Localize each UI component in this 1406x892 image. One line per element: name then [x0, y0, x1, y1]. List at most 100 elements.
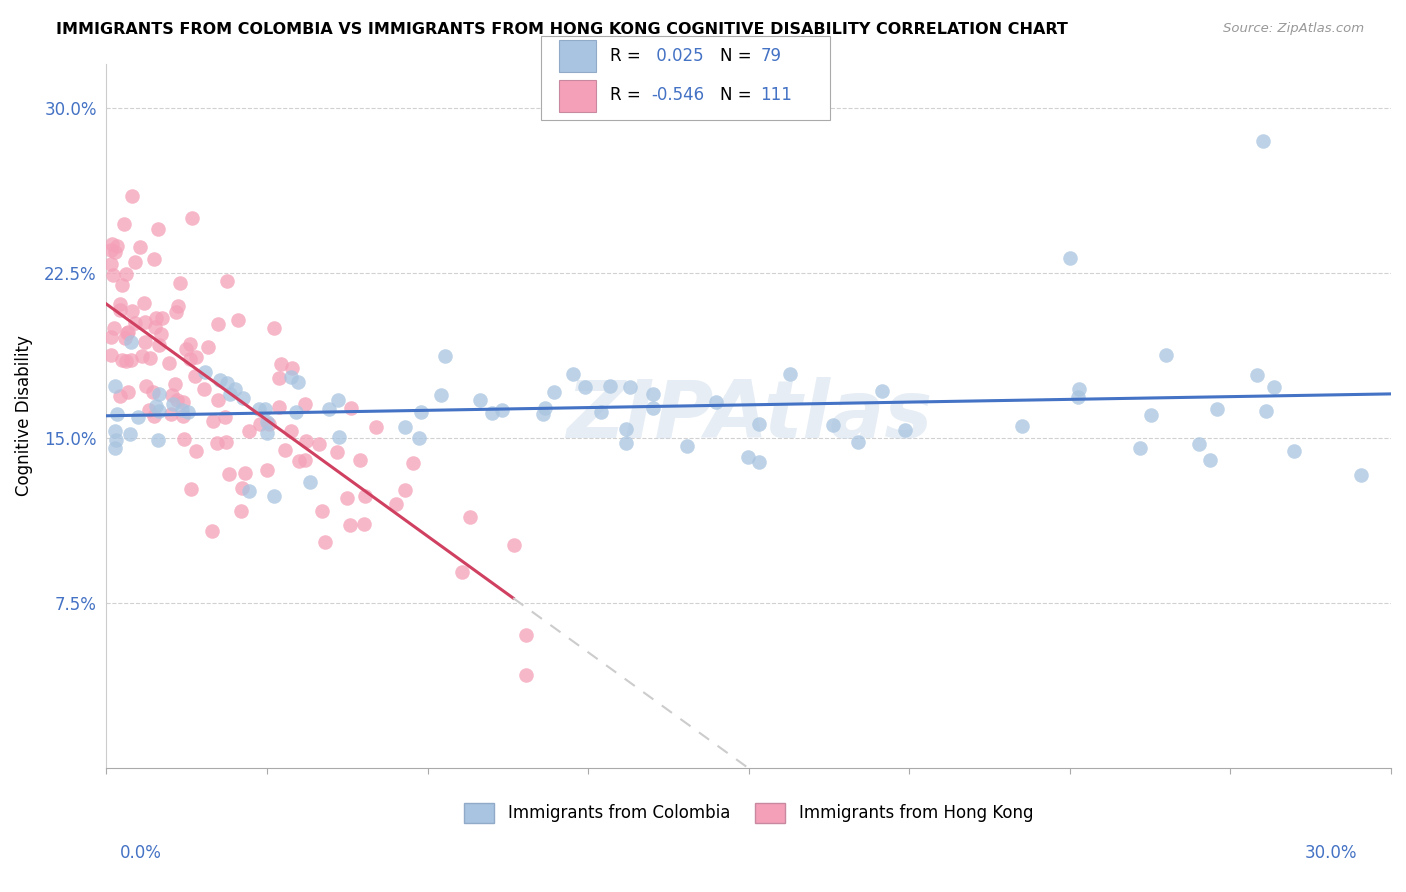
- Point: [160, 407, 183, 421]
- Point: [328, 392, 350, 407]
- Point: [120, 353, 142, 368]
- Point: [208, 374, 231, 388]
- Point: [247, 402, 270, 417]
- Point: [394, 483, 416, 497]
- Point: [643, 386, 665, 401]
- Point: [280, 369, 302, 384]
- Point: [112, 217, 135, 231]
- Point: [256, 415, 278, 429]
- Point: [491, 403, 513, 417]
- Point: [253, 402, 276, 417]
- Point: [515, 667, 537, 681]
- Point: [1350, 468, 1372, 483]
- Point: [451, 566, 474, 580]
- Point: [135, 378, 157, 392]
- Point: [364, 420, 387, 434]
- Point: [138, 402, 160, 417]
- FancyBboxPatch shape: [558, 79, 596, 112]
- Point: [294, 397, 316, 411]
- Point: [129, 240, 152, 254]
- Point: [104, 433, 127, 447]
- Text: 111: 111: [761, 86, 792, 104]
- Point: [160, 388, 183, 402]
- Point: [267, 370, 290, 384]
- Point: [184, 369, 207, 384]
- Point: [458, 510, 481, 524]
- Point: [846, 435, 869, 450]
- Point: [215, 435, 238, 450]
- Point: [779, 367, 801, 381]
- Point: [166, 299, 188, 313]
- Legend: Immigrants from Colombia, Immigrants from Hong Kong: Immigrants from Colombia, Immigrants fro…: [458, 796, 1039, 830]
- Point: [174, 342, 197, 356]
- Point: [117, 326, 139, 341]
- Point: [172, 395, 194, 409]
- Point: [894, 423, 917, 437]
- Point: [165, 305, 187, 319]
- Point: [354, 489, 377, 503]
- Point: [409, 405, 432, 419]
- Point: [288, 454, 311, 468]
- Point: [1140, 409, 1163, 423]
- Point: [108, 302, 131, 317]
- Point: [146, 222, 169, 236]
- Point: [468, 393, 491, 408]
- Point: [218, 467, 240, 481]
- Point: [430, 388, 453, 402]
- Point: [169, 276, 191, 290]
- Point: [821, 418, 844, 433]
- Point: [100, 330, 122, 344]
- Point: [150, 310, 173, 325]
- Point: [194, 365, 217, 379]
- Point: [100, 257, 122, 271]
- Point: [143, 252, 166, 266]
- Point: [162, 397, 184, 411]
- Point: [166, 393, 188, 408]
- Point: [117, 384, 139, 399]
- Point: [256, 462, 278, 476]
- Point: [294, 434, 316, 448]
- Point: [142, 384, 165, 399]
- Text: 0.0%: 0.0%: [120, 844, 162, 862]
- Point: [328, 430, 350, 444]
- Point: [1067, 383, 1090, 397]
- Point: [574, 380, 596, 394]
- Point: [111, 352, 134, 367]
- Point: [226, 312, 249, 326]
- Text: R =: R =: [610, 47, 641, 65]
- Point: [614, 422, 637, 436]
- Point: [1246, 368, 1268, 382]
- Point: [118, 426, 141, 441]
- FancyBboxPatch shape: [558, 40, 596, 72]
- Point: [104, 379, 127, 393]
- Text: N =: N =: [720, 86, 752, 104]
- Point: [232, 391, 254, 405]
- Text: 79: 79: [761, 47, 782, 65]
- Point: [127, 410, 149, 425]
- Point: [238, 424, 260, 438]
- Point: [534, 401, 557, 415]
- Point: [201, 414, 224, 428]
- Point: [619, 380, 641, 394]
- Point: [121, 189, 143, 203]
- Point: [207, 393, 229, 408]
- Point: [1251, 134, 1274, 148]
- Point: [287, 375, 309, 389]
- Point: [124, 255, 146, 269]
- Point: [1254, 403, 1277, 417]
- Text: -0.546: -0.546: [651, 86, 704, 104]
- Point: [159, 356, 181, 370]
- Point: [186, 444, 208, 458]
- Point: [121, 304, 143, 318]
- Point: [149, 326, 172, 341]
- Point: [1067, 390, 1090, 404]
- Point: [132, 296, 155, 310]
- Point: [349, 452, 371, 467]
- Point: [1263, 380, 1285, 394]
- Point: [326, 445, 349, 459]
- Point: [104, 442, 127, 456]
- Point: [280, 424, 302, 438]
- Point: [314, 535, 336, 549]
- Point: [353, 517, 375, 532]
- Point: [104, 244, 127, 259]
